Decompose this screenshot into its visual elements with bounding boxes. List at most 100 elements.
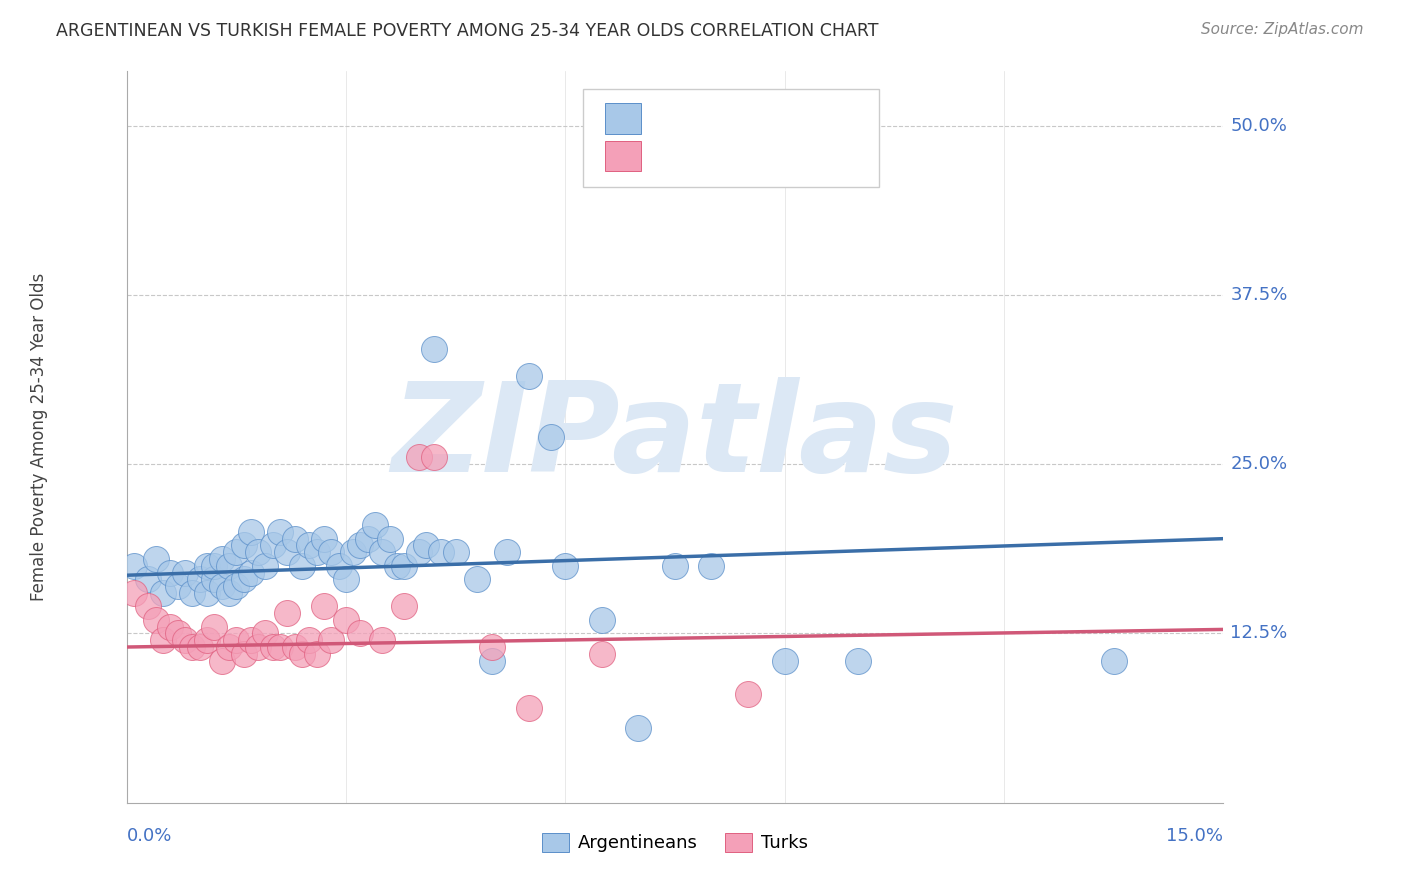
Text: 15.0%: 15.0% [1166, 827, 1223, 846]
Argentineans [195, 586, 218, 600]
Argentineans [394, 558, 416, 573]
Argentineans [181, 586, 204, 600]
Text: 12.5%: 12.5% [1230, 624, 1288, 642]
Turks [312, 599, 335, 614]
Argentineans [328, 558, 350, 573]
Text: Source: ZipAtlas.com: Source: ZipAtlas.com [1201, 22, 1364, 37]
Argentineans [349, 538, 371, 552]
Argentineans [385, 558, 408, 573]
Turks [145, 613, 167, 627]
Argentineans [269, 524, 291, 539]
Argentineans [122, 558, 145, 573]
Argentineans [232, 572, 254, 586]
Text: ZIPatlas: ZIPatlas [392, 376, 957, 498]
Turks [422, 450, 444, 465]
Argentineans [211, 579, 233, 593]
Turks [254, 626, 277, 640]
Argentineans [152, 586, 174, 600]
Argentineans [364, 518, 387, 533]
Turks [737, 688, 759, 702]
Argentineans [195, 558, 218, 573]
Turks [218, 640, 240, 654]
Argentineans [247, 545, 270, 559]
Argentineans [554, 558, 576, 573]
Argentineans [166, 579, 188, 593]
Argentineans [145, 552, 167, 566]
Turks [371, 633, 394, 648]
Argentineans [1102, 654, 1125, 668]
Argentineans [202, 558, 225, 573]
Argentineans [262, 538, 284, 552]
Text: N = 62: N = 62 [758, 109, 828, 128]
Argentineans [188, 572, 211, 586]
Argentineans [430, 545, 453, 559]
Argentineans [664, 558, 686, 573]
Turks [247, 640, 270, 654]
Turks [305, 647, 328, 661]
Argentineans [444, 545, 467, 559]
Argentineans [627, 721, 650, 735]
Turks [284, 640, 307, 654]
Text: N = 37: N = 37 [758, 146, 828, 166]
Argentineans [408, 545, 430, 559]
Turks [349, 626, 371, 640]
Argentineans [415, 538, 437, 552]
Turks [262, 640, 284, 654]
Turks [202, 620, 225, 634]
Text: 50.0%: 50.0% [1230, 117, 1286, 135]
Argentineans [321, 545, 343, 559]
Argentineans [422, 342, 444, 356]
Turks [188, 640, 211, 654]
Turks [394, 599, 416, 614]
Text: R = 0.079: R = 0.079 [652, 109, 755, 128]
Argentineans [239, 524, 262, 539]
Argentineans [540, 430, 562, 444]
Text: ARGENTINEAN VS TURKISH FEMALE POVERTY AMONG 25-34 YEAR OLDS CORRELATION CHART: ARGENTINEAN VS TURKISH FEMALE POVERTY AM… [56, 22, 879, 40]
Argentineans [700, 558, 723, 573]
Argentineans [481, 654, 503, 668]
Turks [269, 640, 291, 654]
Argentineans [517, 369, 540, 384]
Argentineans [495, 545, 517, 559]
Argentineans [357, 532, 380, 546]
Argentineans [298, 538, 321, 552]
Text: R = 0.068: R = 0.068 [652, 146, 755, 166]
Turks [517, 701, 540, 715]
Turks [232, 647, 254, 661]
Argentineans [846, 654, 869, 668]
Turks [225, 633, 247, 648]
Turks [159, 620, 181, 634]
Text: 37.5%: 37.5% [1230, 285, 1288, 304]
Argentineans [312, 532, 335, 546]
Text: 25.0%: 25.0% [1230, 455, 1288, 473]
Argentineans [218, 558, 240, 573]
Argentineans [342, 545, 364, 559]
Argentineans [174, 566, 197, 580]
Turks [181, 640, 204, 654]
Argentineans [773, 654, 796, 668]
Text: 0.0%: 0.0% [127, 827, 172, 846]
Argentineans [378, 532, 401, 546]
Argentineans [211, 552, 233, 566]
Turks [239, 633, 262, 648]
Argentineans [239, 566, 262, 580]
Turks [152, 633, 174, 648]
Argentineans [371, 545, 394, 559]
Turks [298, 633, 321, 648]
Argentineans [159, 566, 181, 580]
Argentineans [591, 613, 613, 627]
Turks [166, 626, 188, 640]
Turks [408, 450, 430, 465]
Argentineans [202, 572, 225, 586]
Turks [335, 613, 357, 627]
Argentineans [291, 558, 314, 573]
Argentineans [305, 545, 328, 559]
Turks [195, 633, 218, 648]
Legend: Argentineans, Turks: Argentineans, Turks [534, 826, 815, 860]
Argentineans [335, 572, 357, 586]
Argentineans [225, 579, 247, 593]
Turks [211, 654, 233, 668]
Argentineans [254, 558, 277, 573]
Turks [122, 586, 145, 600]
Argentineans [232, 538, 254, 552]
